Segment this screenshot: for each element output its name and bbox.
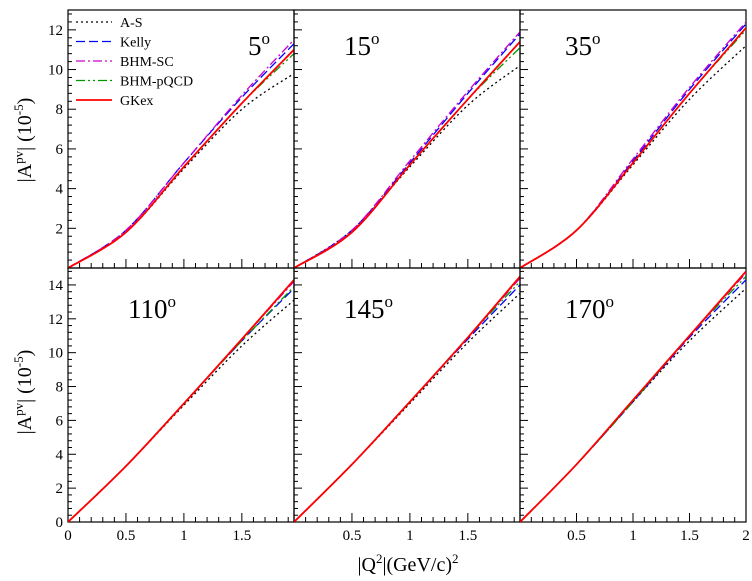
series-line-a-s [520, 287, 746, 522]
x-tick-label: 1 [180, 528, 188, 544]
y-tick-label: 12 [48, 312, 63, 328]
angle-label: 170o [565, 292, 614, 324]
angle-label: 110o [128, 292, 176, 324]
series-line-gkex [68, 49, 294, 268]
legend-entry-a-s: A-S [76, 16, 143, 31]
series-group [68, 279, 294, 522]
panel-145: 0.5 1 1.5 145o [293, 267, 521, 544]
series-line-gkex [520, 270, 746, 522]
y-axis-title-bottom: |Apv| (10-5) [11, 350, 36, 435]
panel-frame [293, 267, 521, 523]
svg-text:|Apv| (10-5): |Apv| (10-5) [11, 98, 36, 183]
series-line-a-s [520, 45, 746, 268]
legend-label: A-S [120, 16, 143, 31]
series-group [520, 270, 746, 522]
panel-15: 15o [293, 9, 521, 269]
series-line-a-s [294, 65, 520, 268]
legend-entry-bhm-pqcd: BHM-pQCD [76, 75, 193, 90]
series-line-gkex [294, 275, 520, 522]
panel-frame [67, 267, 295, 523]
series-line-bhm-pqcd [68, 286, 294, 522]
x-tick-label: 1 [629, 528, 637, 544]
series-line-bhm-sc [520, 21, 746, 268]
y-tick-label: 6 [56, 413, 64, 429]
x-axis-title: |Q2|(GeV/c)2 [358, 551, 459, 576]
series-group [294, 275, 520, 522]
series-group [520, 21, 746, 268]
x-tick-label: 1.5 [458, 528, 477, 544]
y-tick-label: 8 [56, 102, 64, 118]
y-tick-label: 14 [48, 278, 64, 294]
legend-label: Kelly [120, 36, 151, 51]
y-axis-title-top: |Apv| (10-5) [11, 98, 36, 183]
series-line-bhm-sc [294, 277, 520, 522]
legend-label: BHM-SC [120, 55, 174, 70]
svg-text:|Q2|(GeV/c)2: |Q2|(GeV/c)2 [358, 551, 459, 576]
series-line-gkex [294, 41, 520, 268]
x-tick-label: 0.5 [343, 528, 362, 544]
legend-label: BHM-pQCD [120, 75, 193, 90]
series-group [294, 31, 520, 268]
series-line-a-s [294, 292, 520, 522]
angle-label: 5o [248, 29, 270, 61]
legend-label: GKex [120, 94, 153, 109]
y-tick-label: 2 [56, 221, 64, 237]
series-line-bhm-pqcd [294, 47, 520, 268]
x-tick-label: 1.5 [680, 528, 699, 544]
series-line-kelly [294, 33, 520, 268]
y-tick-label: 4 [56, 447, 64, 463]
panel-frame [519, 267, 747, 523]
series-line-kelly [294, 284, 520, 522]
series-line-kelly [68, 287, 294, 522]
angle-label: 145o [344, 292, 393, 324]
x-tick-label: 0.5 [117, 528, 136, 544]
legend-entry-kelly: Kelly [76, 36, 151, 51]
angle-label: 35o [565, 29, 601, 61]
y-tick-label: 2 [56, 481, 64, 497]
y-tick-label: 4 [56, 182, 64, 198]
legend: A-S Kelly BHM-SC BHM-pQCD GKex [76, 16, 193, 109]
legend-entry-bhm-sc: BHM-SC [76, 55, 174, 70]
series-line-gkex [68, 279, 294, 522]
x-tick-label: 0 [64, 528, 72, 544]
series-line-bhm-sc [68, 39, 294, 268]
y-tick-label: 10 [48, 63, 63, 79]
panel-frame [519, 9, 747, 269]
panel-35: 35o [519, 9, 747, 269]
series-line-bhm-sc [294, 31, 520, 268]
x-tick-label: 0.5 [567, 528, 586, 544]
series-group [68, 39, 294, 268]
x-tick-label: 1.5 [232, 528, 251, 544]
svg-text:|Apv| (10-5): |Apv| (10-5) [11, 350, 36, 435]
y-tick-label: 0 [56, 515, 64, 531]
panel-110: 0 2 4 6 8 10 12 14 0 0.5 1 1.5 110o [48, 267, 295, 544]
y-tick-label: 6 [56, 142, 64, 158]
legend-entry-gkex: GKex [76, 94, 153, 109]
x-tick-label: 1 [406, 528, 414, 544]
y-tick-label: 10 [48, 346, 63, 362]
series-line-kelly [520, 23, 746, 268]
angle-label: 15o [344, 29, 380, 61]
panel-5: 2 4 6 8 10 12 5o [48, 9, 295, 269]
x-tick-label: 2 [742, 528, 750, 544]
y-tick-label: 12 [48, 23, 63, 39]
panel-frame [293, 9, 521, 269]
y-tick-label: 8 [56, 380, 64, 396]
panel-170: 0.5 1 1.5 2 170o [519, 267, 750, 544]
series-line-gkex [520, 27, 746, 268]
